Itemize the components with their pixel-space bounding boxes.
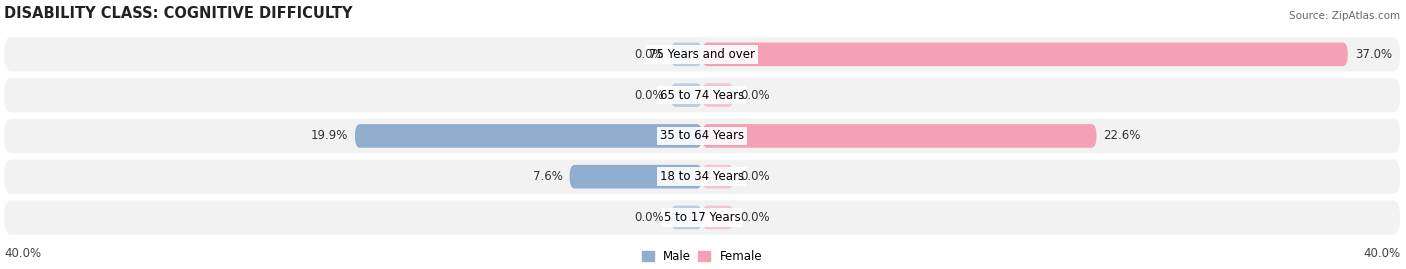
Legend: Male, Female: Male, Female bbox=[637, 245, 766, 268]
Text: 40.0%: 40.0% bbox=[4, 247, 41, 260]
Text: 5 to 17 Years: 5 to 17 Years bbox=[664, 211, 741, 224]
Text: 65 to 74 Years: 65 to 74 Years bbox=[659, 89, 744, 102]
FancyBboxPatch shape bbox=[671, 206, 702, 229]
Text: 0.0%: 0.0% bbox=[741, 211, 770, 224]
Text: 18 to 34 Years: 18 to 34 Years bbox=[659, 170, 744, 183]
Text: 0.0%: 0.0% bbox=[634, 89, 664, 102]
FancyBboxPatch shape bbox=[4, 78, 1400, 112]
Text: 0.0%: 0.0% bbox=[634, 48, 664, 61]
FancyBboxPatch shape bbox=[702, 43, 1348, 66]
Text: 40.0%: 40.0% bbox=[1362, 247, 1400, 260]
FancyBboxPatch shape bbox=[354, 124, 702, 148]
Text: 75 Years and over: 75 Years and over bbox=[650, 48, 755, 61]
Text: 0.0%: 0.0% bbox=[741, 89, 770, 102]
FancyBboxPatch shape bbox=[4, 200, 1400, 235]
Text: 0.0%: 0.0% bbox=[741, 170, 770, 183]
FancyBboxPatch shape bbox=[702, 165, 734, 189]
FancyBboxPatch shape bbox=[569, 165, 702, 189]
Text: 7.6%: 7.6% bbox=[533, 170, 562, 183]
Text: 22.6%: 22.6% bbox=[1104, 129, 1140, 142]
FancyBboxPatch shape bbox=[671, 43, 702, 66]
FancyBboxPatch shape bbox=[4, 160, 1400, 194]
FancyBboxPatch shape bbox=[702, 206, 734, 229]
Text: DISABILITY CLASS: COGNITIVE DIFFICULTY: DISABILITY CLASS: COGNITIVE DIFFICULTY bbox=[4, 6, 353, 21]
Text: Source: ZipAtlas.com: Source: ZipAtlas.com bbox=[1289, 11, 1400, 21]
Text: 35 to 64 Years: 35 to 64 Years bbox=[659, 129, 744, 142]
FancyBboxPatch shape bbox=[702, 124, 1097, 148]
Text: 37.0%: 37.0% bbox=[1355, 48, 1392, 61]
Text: 19.9%: 19.9% bbox=[311, 129, 347, 142]
FancyBboxPatch shape bbox=[702, 83, 734, 107]
FancyBboxPatch shape bbox=[671, 83, 702, 107]
FancyBboxPatch shape bbox=[4, 37, 1400, 72]
FancyBboxPatch shape bbox=[4, 119, 1400, 153]
Text: 0.0%: 0.0% bbox=[634, 211, 664, 224]
